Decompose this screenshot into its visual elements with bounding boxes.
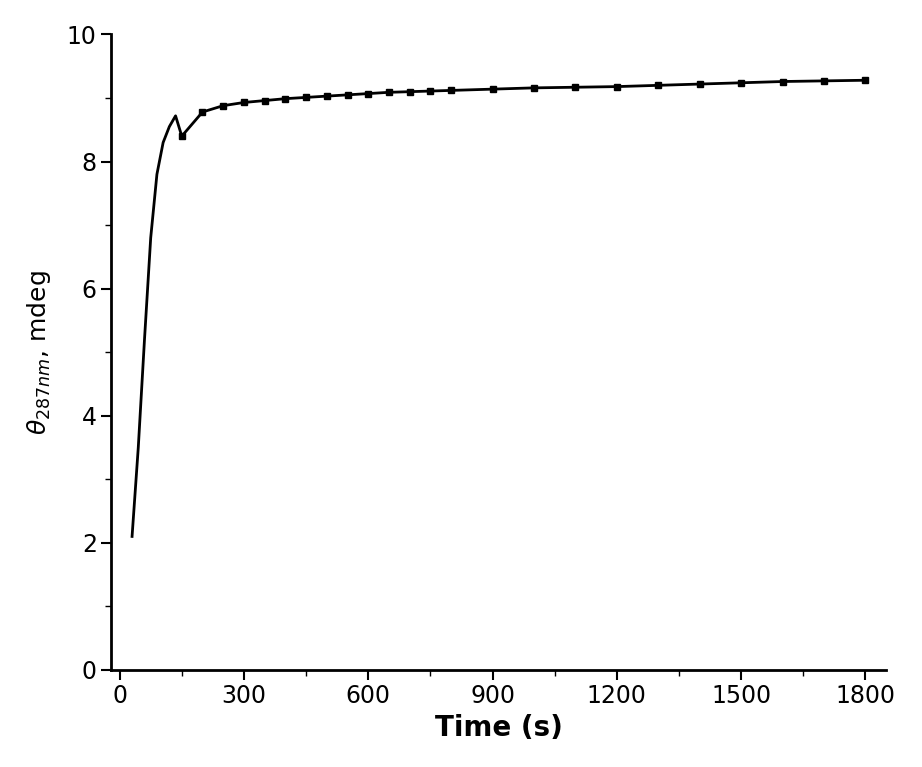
Y-axis label: $\theta_{287nm}$, mdeg: $\theta_{287nm}$, mdeg	[25, 270, 53, 435]
X-axis label: Time (s): Time (s)	[435, 714, 562, 742]
